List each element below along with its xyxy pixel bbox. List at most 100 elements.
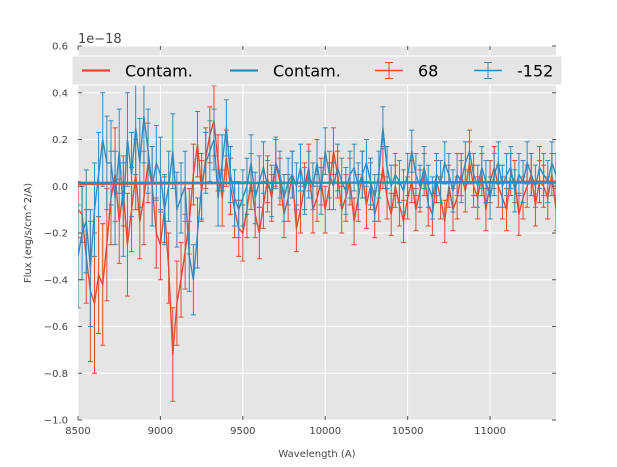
legend-item: -152: [474, 62, 553, 81]
data-point: [316, 162, 318, 164]
data-point: [295, 227, 297, 229]
data-point: [110, 162, 112, 164]
data-point: [398, 204, 401, 206]
data-point: [308, 173, 310, 176]
data-point: [538, 166, 541, 169]
axes-ticks: 8500 9000 9500 10000 10500 11000 −1.0 −0.8 −0.6 −…: [44, 42, 556, 437]
y-tick-label: −1.0: [44, 416, 68, 427]
data-point: [534, 185, 536, 187]
data-point: [382, 127, 384, 129]
data-point: [464, 190, 466, 192]
data-point: [530, 173, 532, 176]
data-point: [106, 244, 108, 246]
y-tick-label: 0.2: [52, 135, 68, 146]
data-point: [349, 173, 351, 176]
data-point: [514, 190, 516, 192]
x-tick-label: 10500: [392, 426, 424, 437]
data-point: [505, 209, 508, 211]
data-point: [472, 173, 475, 176]
data-point: [221, 162, 223, 164]
data-point: [394, 173, 396, 176]
data-point: [510, 166, 512, 169]
data-point: [155, 232, 157, 234]
data-point: [266, 185, 269, 187]
data-point: [93, 302, 96, 304]
data-point: [390, 185, 392, 187]
data-point: [126, 138, 129, 141]
data-point: [365, 162, 368, 164]
data-point: [427, 185, 429, 187]
data-point: [543, 173, 545, 176]
series-layer: [78, 68, 556, 402]
data-point: [242, 197, 244, 199]
data-point: [415, 209, 417, 211]
data-point: [192, 279, 194, 281]
data-point: [291, 173, 293, 176]
data-point: [551, 162, 553, 164]
data-point: [444, 162, 446, 164]
data-point: [299, 209, 302, 211]
data-point: [151, 185, 153, 187]
data-point: [176, 209, 178, 211]
data-point: [172, 353, 174, 356]
data-point: [332, 185, 335, 187]
data-point: [163, 209, 166, 211]
series-clip-group: [78, 68, 556, 402]
y-tick-label: 0.4: [52, 88, 68, 99]
legend: Contam. Contam. 68 -152: [71, 55, 563, 86]
data-point: [262, 204, 265, 206]
data-point: [246, 185, 248, 187]
data-point: [299, 166, 302, 169]
data-point: [213, 138, 215, 141]
data-point: [481, 166, 483, 169]
data-point: [485, 209, 487, 211]
data-point: [337, 166, 339, 169]
data-point: [324, 150, 326, 152]
data-point: [188, 255, 190, 257]
y-offset-label: 1e−18: [78, 32, 122, 47]
data-point: [89, 267, 91, 269]
data-point: [102, 138, 104, 141]
data-point: [501, 185, 504, 187]
data-point: [411, 150, 413, 152]
y-tick-label: 0.0: [52, 182, 68, 193]
data-point: [374, 197, 376, 199]
data-point: [201, 185, 203, 187]
y-tick-label: 0.6: [52, 42, 68, 53]
data-point: [493, 173, 495, 176]
legend-label: -152: [517, 62, 553, 81]
data-point: [419, 185, 421, 187]
data-point: [386, 166, 388, 169]
data-point: [526, 162, 528, 164]
legend-item: Contam.: [230, 62, 341, 81]
data-point: [225, 157, 227, 159]
y-tick-label: −0.2: [44, 229, 68, 240]
data-point: [555, 173, 556, 176]
data-point: [143, 115, 145, 117]
y-tick-label: −0.4: [44, 275, 68, 286]
data-point: [118, 220, 120, 222]
x-tick-label: 9000: [148, 426, 173, 437]
data-point: [184, 251, 186, 253]
data-point: [93, 209, 96, 211]
data-point: [407, 173, 409, 176]
data-point: [468, 150, 471, 152]
data-point: [217, 197, 219, 199]
data-point: [328, 173, 330, 176]
data-point: [143, 197, 145, 199]
data-point: [209, 150, 211, 152]
data-point: [518, 173, 520, 176]
legend-label: 68: [418, 62, 438, 81]
data-point: [196, 143, 199, 145]
data-point: [250, 162, 252, 164]
data-point: [114, 197, 116, 199]
legend-label: Contam.: [125, 62, 193, 81]
data-point: [98, 173, 100, 176]
data-point: [78, 255, 79, 257]
data-point: [242, 232, 244, 234]
x-axis-label: Wavelength (A): [278, 449, 355, 460]
x-tick-label: 11000: [474, 426, 506, 437]
legend-label: Contam.: [273, 62, 341, 81]
data-point: [497, 185, 499, 187]
